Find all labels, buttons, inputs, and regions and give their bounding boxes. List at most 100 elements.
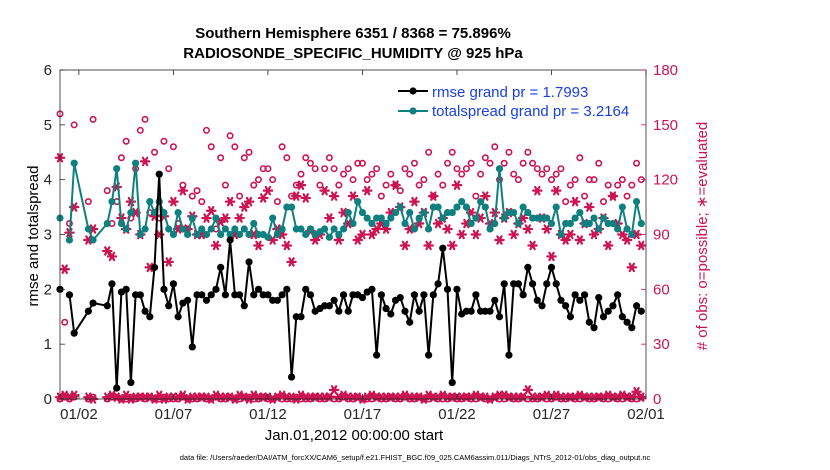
rmse-point xyxy=(571,291,579,299)
rmse-point xyxy=(448,378,456,387)
totalspread-point xyxy=(486,225,494,233)
obs-possible-point xyxy=(278,143,286,151)
obs-evaluated-point xyxy=(588,229,600,240)
totalspread-point xyxy=(406,208,414,217)
y-left-tick-label: 3 xyxy=(44,227,52,244)
obs-possible-point xyxy=(500,159,508,167)
obs-evaluated-point xyxy=(451,180,463,190)
totalspread-point xyxy=(377,214,385,222)
rmse-point xyxy=(519,291,527,299)
legend-spread-label: totalspread grand pr = 3.2164 xyxy=(432,103,629,120)
totalspread-point xyxy=(552,203,560,211)
totalspread-point xyxy=(637,219,645,228)
rmse-point xyxy=(235,291,244,299)
obs-evaluated-point xyxy=(220,213,231,223)
y-right-tick-label: 0 xyxy=(653,391,661,408)
rmse-point xyxy=(443,285,452,293)
totalspread-point xyxy=(141,225,149,233)
rmse-point xyxy=(250,291,258,299)
obs-possible-point xyxy=(410,159,418,167)
totalspread-point xyxy=(269,214,277,222)
rmse-point xyxy=(377,291,385,299)
y-axis-left-label: rmse and totalspread xyxy=(25,166,42,307)
obs-evaluated-point xyxy=(508,229,519,240)
obs-evaluated-point xyxy=(357,229,368,240)
rmse-point xyxy=(562,302,570,310)
obs-possible-point xyxy=(377,192,385,200)
rmse-point xyxy=(524,263,532,271)
totalspread-point xyxy=(202,230,211,239)
legend-rmse-label: rmse grand pr = 1.7993 xyxy=(432,84,588,101)
obs-evaluated-point xyxy=(494,235,505,245)
y-right-tick-label: 30 xyxy=(653,336,670,353)
footnote: data file: /Users/raeder/DAI/ATM_forcXX/… xyxy=(180,453,651,462)
obs-evaluated-point xyxy=(295,180,307,190)
obs-evaluated-point xyxy=(352,235,364,245)
totalspread-point xyxy=(207,225,215,233)
totalspread-point xyxy=(495,165,504,173)
totalspread-point xyxy=(476,198,485,206)
rmse-point xyxy=(330,296,338,304)
totalspread-point xyxy=(344,208,352,217)
rmse-point xyxy=(425,351,433,359)
rmse-point xyxy=(306,291,315,299)
totalspread-point xyxy=(240,225,248,233)
obs-possible-point xyxy=(335,181,343,189)
rmse-point xyxy=(434,280,442,288)
obs-evaluated-point xyxy=(470,229,482,240)
obs-possible-point xyxy=(529,159,537,167)
totalspread-point xyxy=(273,230,281,239)
rmse-point xyxy=(467,307,475,315)
rmse-point xyxy=(609,302,617,310)
x-axis-label: Jan.01,2012 00:00:00 start xyxy=(265,427,444,444)
obs-possible-point xyxy=(382,181,390,189)
obs-evaluated-point xyxy=(399,240,411,251)
rmse-point xyxy=(547,263,556,271)
rmse-point xyxy=(373,351,381,359)
y-left-tick-label: 6 xyxy=(44,62,52,79)
rmse-point xyxy=(183,296,192,304)
rmse-point xyxy=(533,296,541,304)
rmse-point xyxy=(590,324,598,332)
rmse-point xyxy=(599,313,608,321)
obs-evaluated-point xyxy=(177,185,189,196)
obs-evaluated-point xyxy=(583,202,595,212)
totalspread-point xyxy=(566,219,574,228)
y-right-tick-label: 180 xyxy=(653,62,678,79)
obs-evaluated-point xyxy=(550,185,562,196)
obs-evaluated-point xyxy=(626,262,638,273)
rmse-point xyxy=(543,280,551,288)
obs-possible-point xyxy=(217,154,225,162)
rmse-point xyxy=(141,307,149,315)
rmse-point xyxy=(557,296,565,304)
totalspread-point xyxy=(160,208,168,217)
rmse-point xyxy=(585,318,593,326)
obs-evaluated-point xyxy=(560,235,571,245)
obs-evaluated-point xyxy=(366,229,378,240)
obs-evaluated-point xyxy=(390,180,401,190)
obs-possible-point xyxy=(396,187,404,195)
totalspread-point xyxy=(113,165,121,173)
legend: rmse grand pr = 1.7993 totalspread grand… xyxy=(398,84,629,120)
obs-evaluated-point xyxy=(635,392,647,402)
totalspread-point xyxy=(250,219,258,228)
obs-evaluated-point xyxy=(224,196,236,207)
totalspread-point xyxy=(524,208,532,217)
totalspread-point xyxy=(212,214,220,222)
obs-possible-point xyxy=(533,165,541,173)
rmse-point xyxy=(628,324,636,332)
rmse-point xyxy=(429,291,437,299)
totalspread-point xyxy=(500,214,508,222)
obs-possible-point xyxy=(245,148,253,156)
totalspread-point xyxy=(122,225,130,233)
obs-possible-point xyxy=(486,159,494,167)
rmse-point xyxy=(283,285,291,293)
obs-evaluated-point xyxy=(201,213,212,223)
obs-possible-point xyxy=(491,143,499,151)
totalspread-point xyxy=(198,225,206,233)
obs-possible-point xyxy=(472,192,480,200)
totalspread-point xyxy=(628,230,636,239)
rmse-point xyxy=(382,304,390,313)
